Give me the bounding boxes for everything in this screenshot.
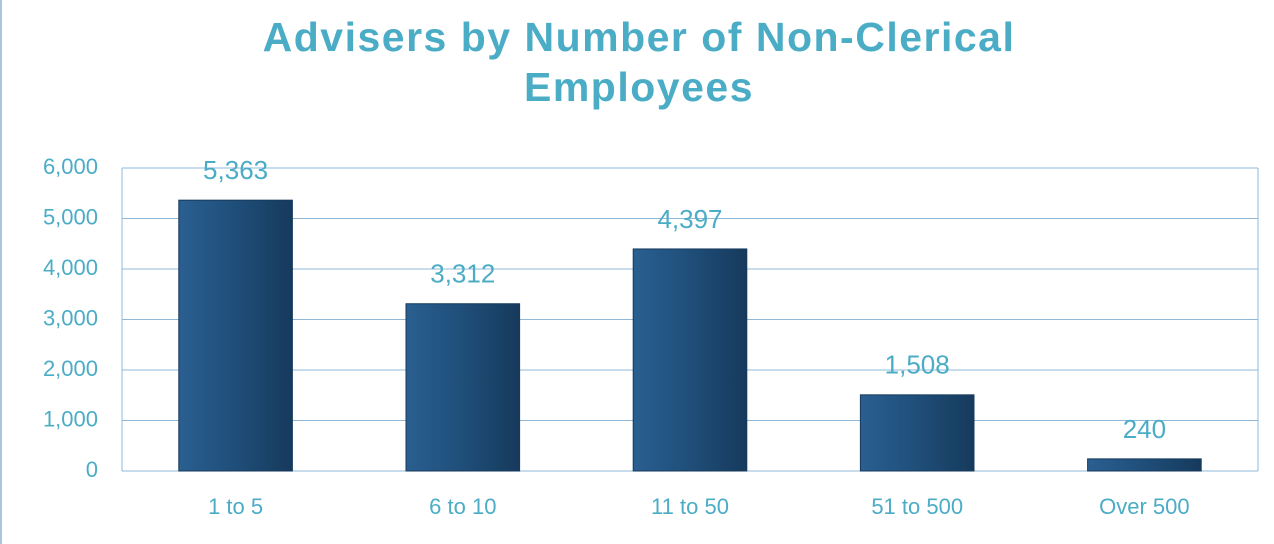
bar xyxy=(859,394,975,472)
x-tick-label: 11 to 50 xyxy=(651,494,729,519)
value-label: 240 xyxy=(1123,414,1166,444)
title-box: Advisers by Number of Non-Clerical Emplo… xyxy=(2,12,1274,112)
y-tick-label: 4,000 xyxy=(43,255,98,280)
y-tick-label: 1,000 xyxy=(43,406,98,431)
chart-title: Advisers by Number of Non-Clerical Emplo… xyxy=(262,14,1016,110)
bar xyxy=(178,199,293,472)
x-tick-label: 51 to 500 xyxy=(871,494,963,519)
bar xyxy=(405,303,521,472)
x-tick-label: 6 to 10 xyxy=(429,494,496,519)
value-label: 3,312 xyxy=(430,259,495,289)
y-tick-label: 0 xyxy=(86,457,98,482)
y-tick-label: 3,000 xyxy=(43,305,98,330)
bar xyxy=(632,248,748,472)
value-label: 5,363 xyxy=(203,155,268,185)
y-tick-label: 6,000 xyxy=(43,154,98,179)
y-tick-label: 2,000 xyxy=(43,356,98,381)
bar xyxy=(1087,458,1202,472)
y-tick-label: 5,000 xyxy=(43,204,98,229)
value-label: 1,508 xyxy=(885,350,950,380)
value-label: 4,397 xyxy=(657,204,722,234)
x-tick-label: Over 500 xyxy=(1099,494,1190,519)
x-tick-label: 1 to 5 xyxy=(208,494,263,519)
